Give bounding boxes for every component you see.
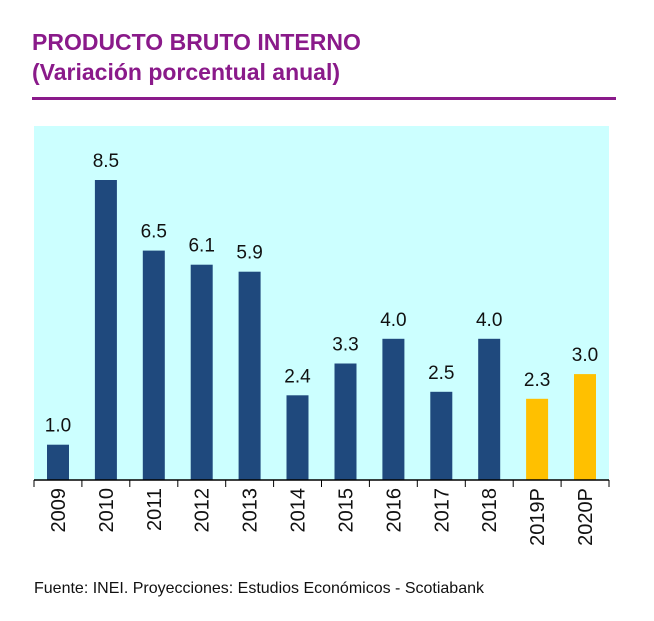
bar-2016: [382, 338, 405, 480]
source-note: Fuente: INEI. Proyecciones: Estudios Eco…: [34, 580, 484, 597]
value-label-2013: 5.9: [236, 243, 262, 264]
tick-label-2012: 2012: [192, 488, 214, 533]
chart-title: PRODUCTO BRUTO INTERNO: [32, 29, 361, 55]
tick-label-2018: 2018: [479, 488, 501, 533]
title-divider: [32, 97, 616, 100]
value-label-2018: 4.0: [476, 310, 502, 331]
x-ticks-group: [33, 480, 610, 487]
bar-2010: [94, 180, 117, 480]
chart-title-block: PRODUCTO BRUTO INTERNO (Variación porcen…: [32, 27, 361, 87]
bar-2012: [190, 264, 213, 480]
tick-label-2009: 2009: [48, 488, 70, 533]
bar-2009: [47, 444, 69, 480]
x-tick-labels-group: 2009 2010 2011 2012 2013 2014 2015 2016 2017 2018…: [48, 488, 597, 546]
value-label-2009: 1.0: [45, 416, 71, 437]
tick-label-2010: 2010: [96, 488, 118, 533]
value-label-2016: 4.0: [380, 310, 406, 331]
bar-2013: [238, 271, 261, 480]
bar-2018: [478, 338, 501, 480]
tick-label-2013: 2013: [240, 488, 262, 533]
bar-2019P: [526, 398, 549, 480]
tick-label-2014: 2014: [288, 488, 310, 533]
bar-2020P: [574, 374, 596, 480]
bars-group: [47, 180, 596, 481]
value-label-2012: 6.1: [188, 236, 214, 257]
tick-label-2011: 2011: [144, 488, 166, 531]
bar-chart: 1.0 8.5 6.5 6.1 5.9 2.4 3.3 4.0 2.5 4.0 2.3 3.0 200…: [33, 126, 610, 546]
tick-label-2016: 2016: [383, 488, 405, 533]
tick-label-2017: 2017: [431, 488, 453, 533]
tick-label-2019P: 2019P: [527, 488, 549, 546]
bar-2017: [430, 391, 453, 481]
value-label-2014: 2.4: [284, 366, 311, 387]
tick-label-2015: 2015: [336, 488, 358, 533]
value-label-2017: 2.5: [428, 363, 454, 384]
value-label-2015: 3.3: [332, 335, 358, 356]
chart-subtitle: (Variación porcentual anual): [32, 59, 341, 85]
value-label-2010: 8.5: [93, 151, 119, 172]
plot-area: [34, 126, 609, 480]
value-labels-group: 1.0 8.5 6.5 6.1 5.9 2.4 3.3 4.0 2.5 4.0 2.3 3.0: [45, 151, 598, 437]
bar-2014: [286, 395, 309, 480]
bar-2015: [334, 363, 357, 480]
value-label-2011: 6.5: [141, 222, 167, 243]
tick-label-2020P: 2020P: [575, 488, 597, 546]
value-label-2020P: 3.0: [572, 345, 598, 366]
value-label-2019P: 2.3: [524, 370, 550, 391]
bar-2011: [142, 250, 165, 480]
